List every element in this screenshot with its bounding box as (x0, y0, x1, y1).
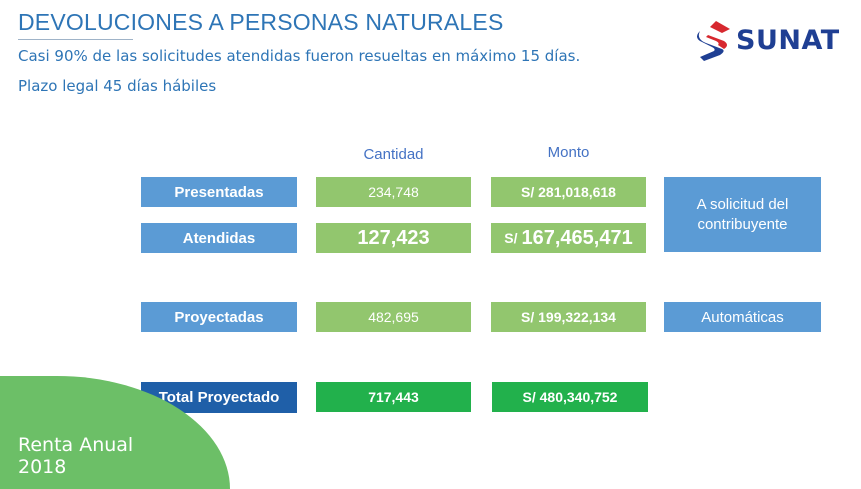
footer-line-renta-anual: Renta Anual (18, 434, 134, 456)
monto-atendidas-value: 167,465,471 (521, 226, 633, 249)
title-underline (18, 39, 133, 40)
monto-atendidas-currency: S/ (504, 230, 518, 246)
cantidad-atendidas: 127,423 (316, 223, 471, 253)
monto-proyectadas: S/ 199,322,134 (491, 302, 646, 332)
monto-atendidas: S/ 167,465,471 (491, 223, 646, 253)
side-label-solicitud: A solicitud del contribuyente (664, 177, 821, 252)
row-label-proyectadas: Proyectadas (141, 302, 297, 332)
sunat-logo-text: SUNAT (736, 25, 840, 56)
page-title: DEVOLUCIONES A PERSONAS NATURALES (18, 9, 504, 35)
monto-presentadas: S/ 281,018,618 (491, 177, 646, 207)
cantidad-proyectadas: 482,695 (316, 302, 471, 332)
cantidad-total-proyectado: 717,443 (316, 382, 471, 412)
footer-line-year: 2018 (18, 456, 67, 478)
column-header-cantidad: Cantidad (363, 146, 424, 163)
sunat-emblem-icon (697, 21, 730, 61)
footer-label: Renta Anual 2018 (18, 434, 133, 478)
subtitle-resolution: Casi 90% de las solicitudes atendidas fu… (18, 47, 581, 65)
row-label-atendidas: Atendidas (141, 223, 297, 253)
column-header-monto: Monto (547, 144, 590, 161)
cantidad-presentadas: 234,748 (316, 177, 471, 207)
subtitle-legal-term: Plazo legal 45 días hábiles (18, 77, 217, 95)
sunat-logo: SUNAT (694, 19, 849, 63)
row-label-presentadas: Presentadas (141, 177, 297, 207)
side-label-automaticas: Automáticas (664, 302, 821, 332)
monto-total-proyectado: S/ 480,340,752 (492, 382, 648, 412)
